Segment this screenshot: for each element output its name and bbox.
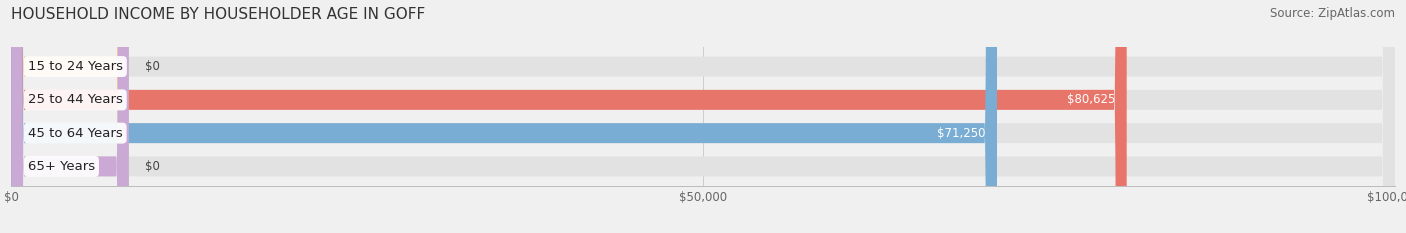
FancyBboxPatch shape [11,0,129,233]
Text: $80,625: $80,625 [1067,93,1115,106]
FancyBboxPatch shape [11,0,1126,233]
Text: HOUSEHOLD INCOME BY HOUSEHOLDER AGE IN GOFF: HOUSEHOLD INCOME BY HOUSEHOLDER AGE IN G… [11,7,426,22]
FancyBboxPatch shape [11,0,1395,233]
FancyBboxPatch shape [11,0,1395,233]
Text: 15 to 24 Years: 15 to 24 Years [28,60,122,73]
Text: 25 to 44 Years: 25 to 44 Years [28,93,122,106]
Text: $0: $0 [145,160,160,173]
FancyBboxPatch shape [11,0,129,233]
FancyBboxPatch shape [11,0,1395,233]
Text: 45 to 64 Years: 45 to 64 Years [28,127,122,140]
Text: $71,250: $71,250 [938,127,986,140]
Text: Source: ZipAtlas.com: Source: ZipAtlas.com [1270,7,1395,20]
Text: 65+ Years: 65+ Years [28,160,96,173]
FancyBboxPatch shape [11,0,997,233]
FancyBboxPatch shape [11,0,1395,233]
Text: $0: $0 [145,60,160,73]
